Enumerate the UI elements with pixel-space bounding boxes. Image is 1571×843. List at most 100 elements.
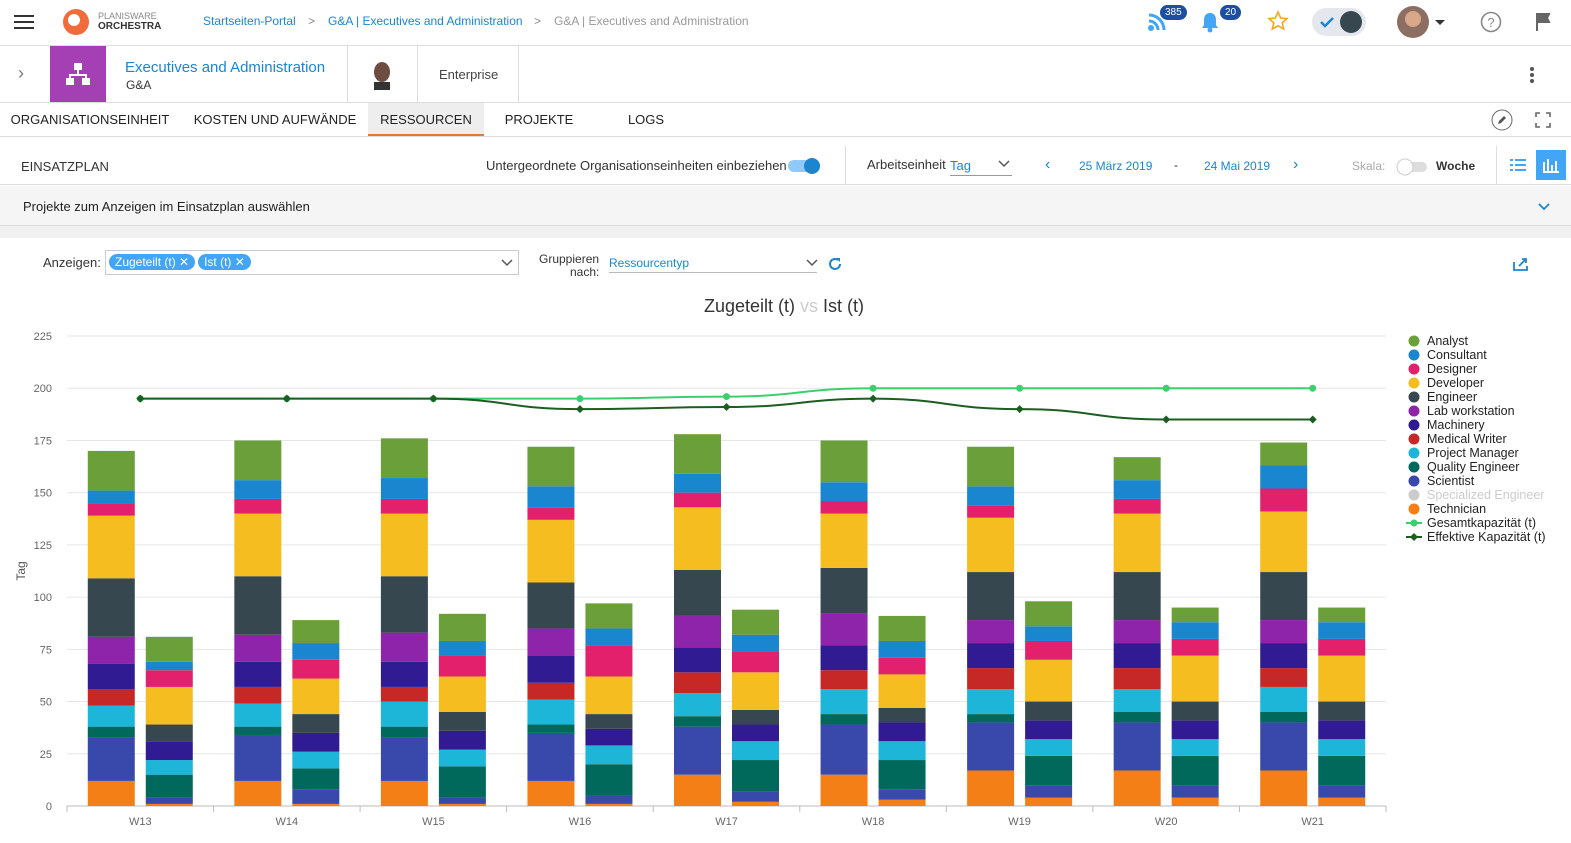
legend-label: Developer	[1427, 376, 1484, 390]
bar-segment	[527, 486, 575, 508]
bar-segment	[292, 803, 340, 806]
tab[interactable]: ORGANISATIONSEINHEIT	[10, 112, 170, 127]
prev-button[interactable]: ‹	[1045, 156, 1051, 173]
line-point	[429, 394, 438, 403]
expand-arrow[interactable]: ›	[18, 63, 24, 83]
date-from[interactable]: 25 März 2019	[1079, 159, 1153, 173]
y-tick-label: 175	[34, 435, 52, 447]
dropdown-arrow[interactable]	[501, 259, 513, 267]
bell-icon[interactable]	[1200, 11, 1220, 33]
bar-segment	[732, 651, 779, 673]
user-avatar[interactable]	[1397, 5, 1447, 39]
fullscreen-icon[interactable]	[1535, 112, 1551, 128]
section-title: EINSATZPLAN	[21, 159, 109, 174]
help-icon[interactable]: ?	[1480, 11, 1502, 33]
tab[interactable]: PROJEKTE	[504, 112, 574, 127]
y-tick-label: 100	[34, 592, 52, 604]
group-select[interactable]: Ressourcentyp	[609, 256, 817, 273]
date-to[interactable]: 24 Mai 2019	[1204, 159, 1271, 173]
legend-label: Specialized Engineer	[1427, 488, 1544, 502]
tab[interactable]: KOSTEN UND AUFWÄNDE	[193, 112, 357, 127]
breadcrumb-sep: >	[308, 14, 316, 28]
bar-segment	[674, 615, 721, 648]
bar-segment	[292, 643, 340, 660]
bar-segment	[292, 659, 340, 679]
bar-segment	[145, 686, 193, 725]
bar-segment	[1318, 655, 1366, 702]
bar-segment	[967, 643, 1015, 669]
bar-segment	[967, 486, 1015, 506]
logo-top: PLANISWARE	[98, 11, 157, 21]
bar-segment	[527, 732, 575, 781]
feed-icon[interactable]	[1147, 12, 1167, 32]
bar-segment	[732, 801, 779, 806]
bar-segment	[1318, 797, 1366, 806]
bar-segment	[585, 764, 633, 796]
flag-icon[interactable]	[1535, 12, 1553, 32]
bar-segment	[820, 567, 868, 614]
scale-switch[interactable]	[1393, 157, 1431, 177]
breadcrumb[interactable]: G&A | Executives and Administration	[328, 14, 523, 28]
projects-bar[interactable]: Projekte zum Anzeigen im Einsatzplan aus…	[0, 186, 1571, 226]
bar-segment	[1113, 457, 1161, 481]
bar-segment	[1260, 572, 1308, 621]
date-separator: -	[1174, 158, 1178, 172]
star-icon[interactable]	[1267, 10, 1289, 32]
tab[interactable]: LOGS	[627, 112, 665, 127]
bar-segment	[527, 780, 575, 806]
bar-segment	[438, 640, 486, 656]
expand-icon[interactable]	[1538, 203, 1550, 211]
bar-segment	[1260, 722, 1308, 771]
edit-icon[interactable]	[1491, 109, 1513, 131]
list-view[interactable]	[1510, 158, 1526, 172]
manager-avatar	[374, 62, 390, 90]
chart-view[interactable]	[1536, 150, 1566, 180]
more-icon[interactable]	[1529, 66, 1535, 84]
bar-segment	[527, 582, 575, 629]
toggle-switch[interactable]	[787, 156, 823, 176]
group-label: nach:	[570, 265, 600, 279]
next-button[interactable]: ›	[1293, 156, 1299, 173]
filter-chip[interactable]: Zugeteilt (t) ✕	[109, 254, 196, 270]
breadcrumb[interactable]: Startseiten-Portal	[203, 14, 296, 28]
bar-segment	[145, 724, 193, 742]
filter-chip[interactable]: Ist (t) ✕	[198, 254, 251, 270]
entity-title[interactable]: Executives and Administration	[125, 59, 326, 76]
legend-label: Consultant	[1427, 348, 1487, 362]
refresh-icon[interactable]	[827, 256, 843, 272]
line-point	[576, 395, 584, 403]
bar-segment	[234, 780, 282, 806]
menu-icon[interactable]	[14, 14, 34, 30]
divider	[347, 46, 348, 102]
bar-segment	[87, 490, 135, 504]
status-toggle[interactable]	[1312, 8, 1366, 36]
bar-segment	[1025, 720, 1073, 740]
legend-marker	[1408, 363, 1420, 375]
tab-active[interactable]: RESSOURCEN	[368, 103, 484, 136]
export-icon[interactable]	[1513, 257, 1529, 271]
dropdown-arrow[interactable]	[806, 259, 818, 267]
bar-segment	[527, 699, 575, 725]
bar-segment	[967, 517, 1015, 573]
bar-segment	[732, 634, 779, 652]
x-tick-label: W19	[1008, 816, 1031, 828]
notification-badge: 20	[1220, 5, 1242, 20]
entity-icon	[50, 46, 106, 102]
line-point	[136, 394, 145, 403]
y-tick-label: 200	[34, 383, 52, 395]
bar-segment	[1260, 668, 1308, 687]
bar-segment	[732, 724, 779, 742]
line-point	[1162, 384, 1170, 392]
bar-segment	[1260, 686, 1308, 712]
show-select[interactable]: Zugeteilt (t) ✕ Ist (t) ✕	[105, 250, 519, 275]
bar-segment	[674, 774, 721, 806]
bar-segment	[380, 576, 428, 633]
bar-segment	[820, 689, 868, 715]
bar-segment	[438, 730, 486, 750]
bar-segment	[1025, 659, 1073, 702]
legend-label: Project Manager	[1427, 446, 1519, 460]
bar-segment	[878, 722, 926, 742]
dropdown-arrow[interactable]	[998, 160, 1010, 168]
bar-segment	[674, 507, 721, 570]
unit-select[interactable]: Tag	[950, 158, 1012, 176]
